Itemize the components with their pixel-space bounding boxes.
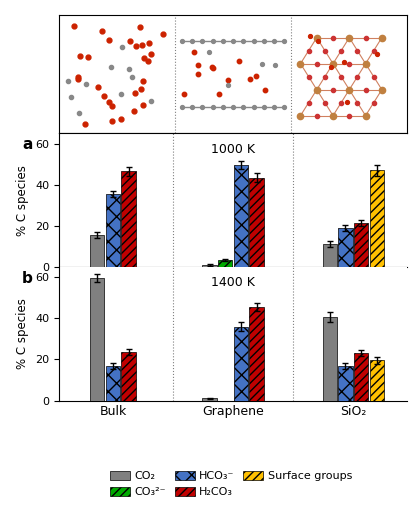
Bar — [249, 177, 264, 267]
Bar — [323, 317, 337, 401]
Bar — [338, 228, 353, 267]
Bar — [354, 353, 368, 401]
Bar — [370, 360, 384, 401]
Bar — [234, 327, 248, 401]
Bar — [249, 307, 264, 401]
Bar — [338, 366, 353, 401]
Bar — [202, 399, 217, 401]
Text: 1400 K: 1400 K — [211, 276, 255, 289]
Y-axis label: % C species: % C species — [16, 165, 29, 236]
Bar — [202, 265, 217, 267]
Bar — [106, 366, 120, 401]
Text: 1000 K: 1000 K — [211, 143, 255, 156]
Bar — [234, 165, 248, 267]
Bar — [323, 244, 337, 267]
Text: b: b — [22, 271, 33, 286]
Bar — [370, 170, 384, 267]
Legend: CO₂, CO₃²⁻, HCO₃⁻, H₂CO₃, Surface groups: CO₂, CO₃²⁻, HCO₃⁻, H₂CO₃, Surface groups — [105, 466, 357, 501]
Bar — [354, 223, 368, 267]
Bar — [121, 352, 136, 401]
Y-axis label: % C species: % C species — [16, 298, 29, 369]
Bar — [90, 235, 105, 267]
Bar — [121, 171, 136, 267]
Bar — [90, 278, 105, 401]
Text: a: a — [22, 137, 33, 153]
Bar — [218, 260, 233, 267]
Bar — [106, 194, 120, 267]
